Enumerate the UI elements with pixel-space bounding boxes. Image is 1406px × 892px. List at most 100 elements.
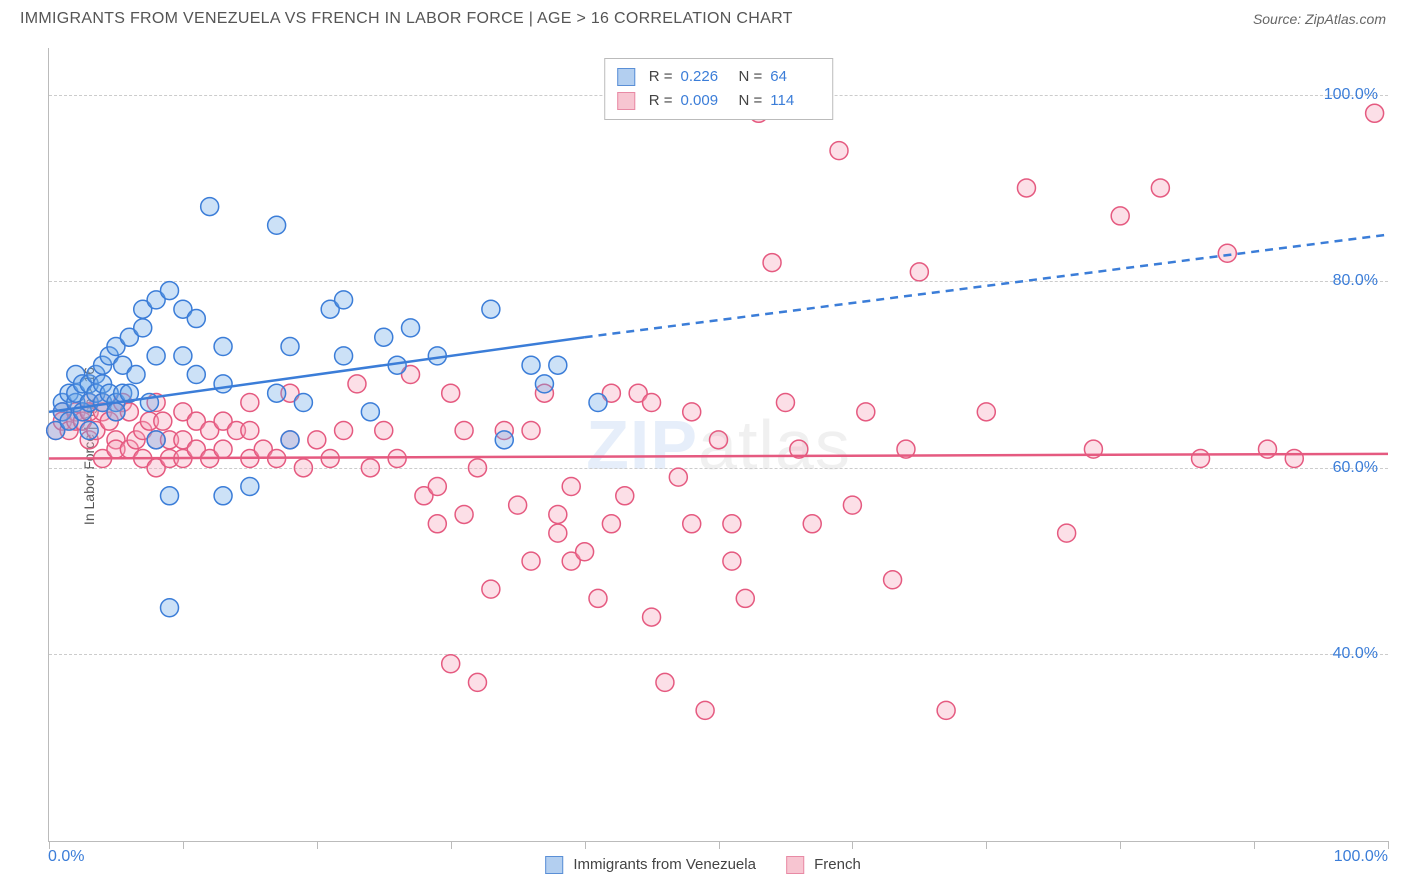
scatter-point-series2 [442, 655, 460, 673]
scatter-point-series1 [80, 422, 98, 440]
scatter-point-series2 [214, 440, 232, 458]
scatter-point-series2 [442, 384, 460, 402]
x-tick-min: 0.0% [48, 848, 84, 866]
scatter-point-series2 [910, 263, 928, 281]
scatter-point-series2 [857, 403, 875, 421]
scatter-point-series2 [723, 552, 741, 570]
scatter-point-series1 [402, 319, 420, 337]
scatter-point-series1 [549, 356, 567, 374]
x-tick-max: 100.0% [1334, 848, 1388, 866]
scatter-point-series1 [268, 216, 286, 234]
scatter-point-series2 [294, 459, 312, 477]
scatter-point-series2 [937, 701, 955, 719]
scatter-point-series2 [1111, 207, 1129, 225]
scatter-point-series2 [736, 589, 754, 607]
scatter-point-series2 [241, 422, 259, 440]
scatter-point-series1 [187, 310, 205, 328]
scatter-point-series2 [723, 515, 741, 533]
legend-swatch-series1 [545, 856, 563, 874]
stats-legend-box: R =0.226 N =64 R =0.009 N =114 [604, 58, 834, 120]
scatter-point-series1 [268, 384, 286, 402]
scatter-point-series1 [161, 487, 179, 505]
scatter-point-series2 [776, 394, 794, 412]
scatter-point-series2 [482, 580, 500, 598]
scatter-point-series2 [468, 459, 486, 477]
legend-swatch-series2 [786, 856, 804, 874]
scatter-point-series2 [154, 412, 172, 430]
scatter-point-series2 [616, 487, 634, 505]
scatter-point-series1 [214, 338, 232, 356]
scatter-point-series1 [107, 403, 125, 421]
chart-title: IMMIGRANTS FROM VENEZUELA VS FRENCH IN L… [20, 10, 793, 28]
scatter-point-series1 [147, 347, 165, 365]
stats-row-series2: R =0.009 N =114 [617, 89, 821, 113]
scatter-point-series2 [308, 431, 326, 449]
scatter-point-series1 [214, 375, 232, 393]
scatter-point-series1 [174, 347, 192, 365]
scatter-point-series1 [241, 477, 259, 495]
scatter-point-series1 [201, 198, 219, 216]
scatter-point-series2 [361, 459, 379, 477]
scatter-point-series2 [1218, 244, 1236, 262]
scatter-point-series2 [602, 515, 620, 533]
scatter-point-series2 [1192, 449, 1210, 467]
scatter-point-series2 [589, 589, 607, 607]
scatter-point-series2 [576, 543, 594, 561]
source-label: Source: ZipAtlas.com [1253, 11, 1386, 27]
scatter-point-series2 [843, 496, 861, 514]
legend-bottom: Immigrants from Venezuela French [545, 856, 861, 874]
scatter-point-series2 [830, 142, 848, 160]
scatter-point-series2 [549, 524, 567, 542]
scatter-point-series2 [455, 422, 473, 440]
swatch-series1 [617, 68, 635, 86]
scatter-point-series2 [803, 515, 821, 533]
scatter-point-series1 [522, 356, 540, 374]
scatter-point-series2 [428, 515, 446, 533]
scatter-point-series1 [361, 403, 379, 421]
scatter-point-series2 [643, 608, 661, 626]
scatter-point-series1 [482, 300, 500, 318]
scatter-point-series2 [977, 403, 995, 421]
scatter-point-series1 [214, 487, 232, 505]
legend-item-series2: French [786, 856, 861, 874]
scatter-svg [49, 48, 1388, 841]
scatter-point-series1 [495, 431, 513, 449]
scatter-point-series2 [509, 496, 527, 514]
scatter-point-series2 [455, 505, 473, 523]
scatter-point-series1 [375, 328, 393, 346]
legend-item-series1: Immigrants from Venezuela [545, 856, 756, 874]
scatter-point-series1 [535, 375, 553, 393]
scatter-point-series2 [375, 422, 393, 440]
scatter-point-series2 [763, 254, 781, 272]
scatter-point-series2 [241, 394, 259, 412]
scatter-point-series2 [1017, 179, 1035, 197]
scatter-point-series2 [643, 394, 661, 412]
swatch-series2 [617, 92, 635, 110]
scatter-point-series1 [281, 431, 299, 449]
scatter-point-series2 [669, 468, 687, 486]
scatter-point-series1 [589, 394, 607, 412]
scatter-point-series1 [281, 338, 299, 356]
scatter-point-series2 [1151, 179, 1169, 197]
scatter-point-series1 [147, 431, 165, 449]
x-tick [1388, 841, 1389, 849]
scatter-point-series2 [656, 673, 674, 691]
scatter-point-series1 [161, 599, 179, 617]
scatter-point-series1 [335, 347, 353, 365]
trendline-series1-dashed [585, 235, 1388, 338]
scatter-point-series2 [696, 701, 714, 719]
chart-plot-area: ZIPatlas 40.0%60.0%80.0%100.0% R =0.226 … [48, 48, 1388, 842]
scatter-point-series2 [710, 431, 728, 449]
scatter-point-series1 [294, 394, 312, 412]
scatter-point-series2 [522, 552, 540, 570]
stats-row-series1: R =0.226 N =64 [617, 65, 821, 89]
scatter-point-series2 [1285, 449, 1303, 467]
scatter-point-series1 [161, 282, 179, 300]
scatter-point-series1 [127, 366, 145, 384]
scatter-point-series2 [468, 673, 486, 691]
scatter-point-series1 [187, 366, 205, 384]
scatter-point-series2 [428, 477, 446, 495]
scatter-point-series2 [1366, 104, 1384, 122]
scatter-point-series2 [522, 422, 540, 440]
scatter-point-series2 [549, 505, 567, 523]
